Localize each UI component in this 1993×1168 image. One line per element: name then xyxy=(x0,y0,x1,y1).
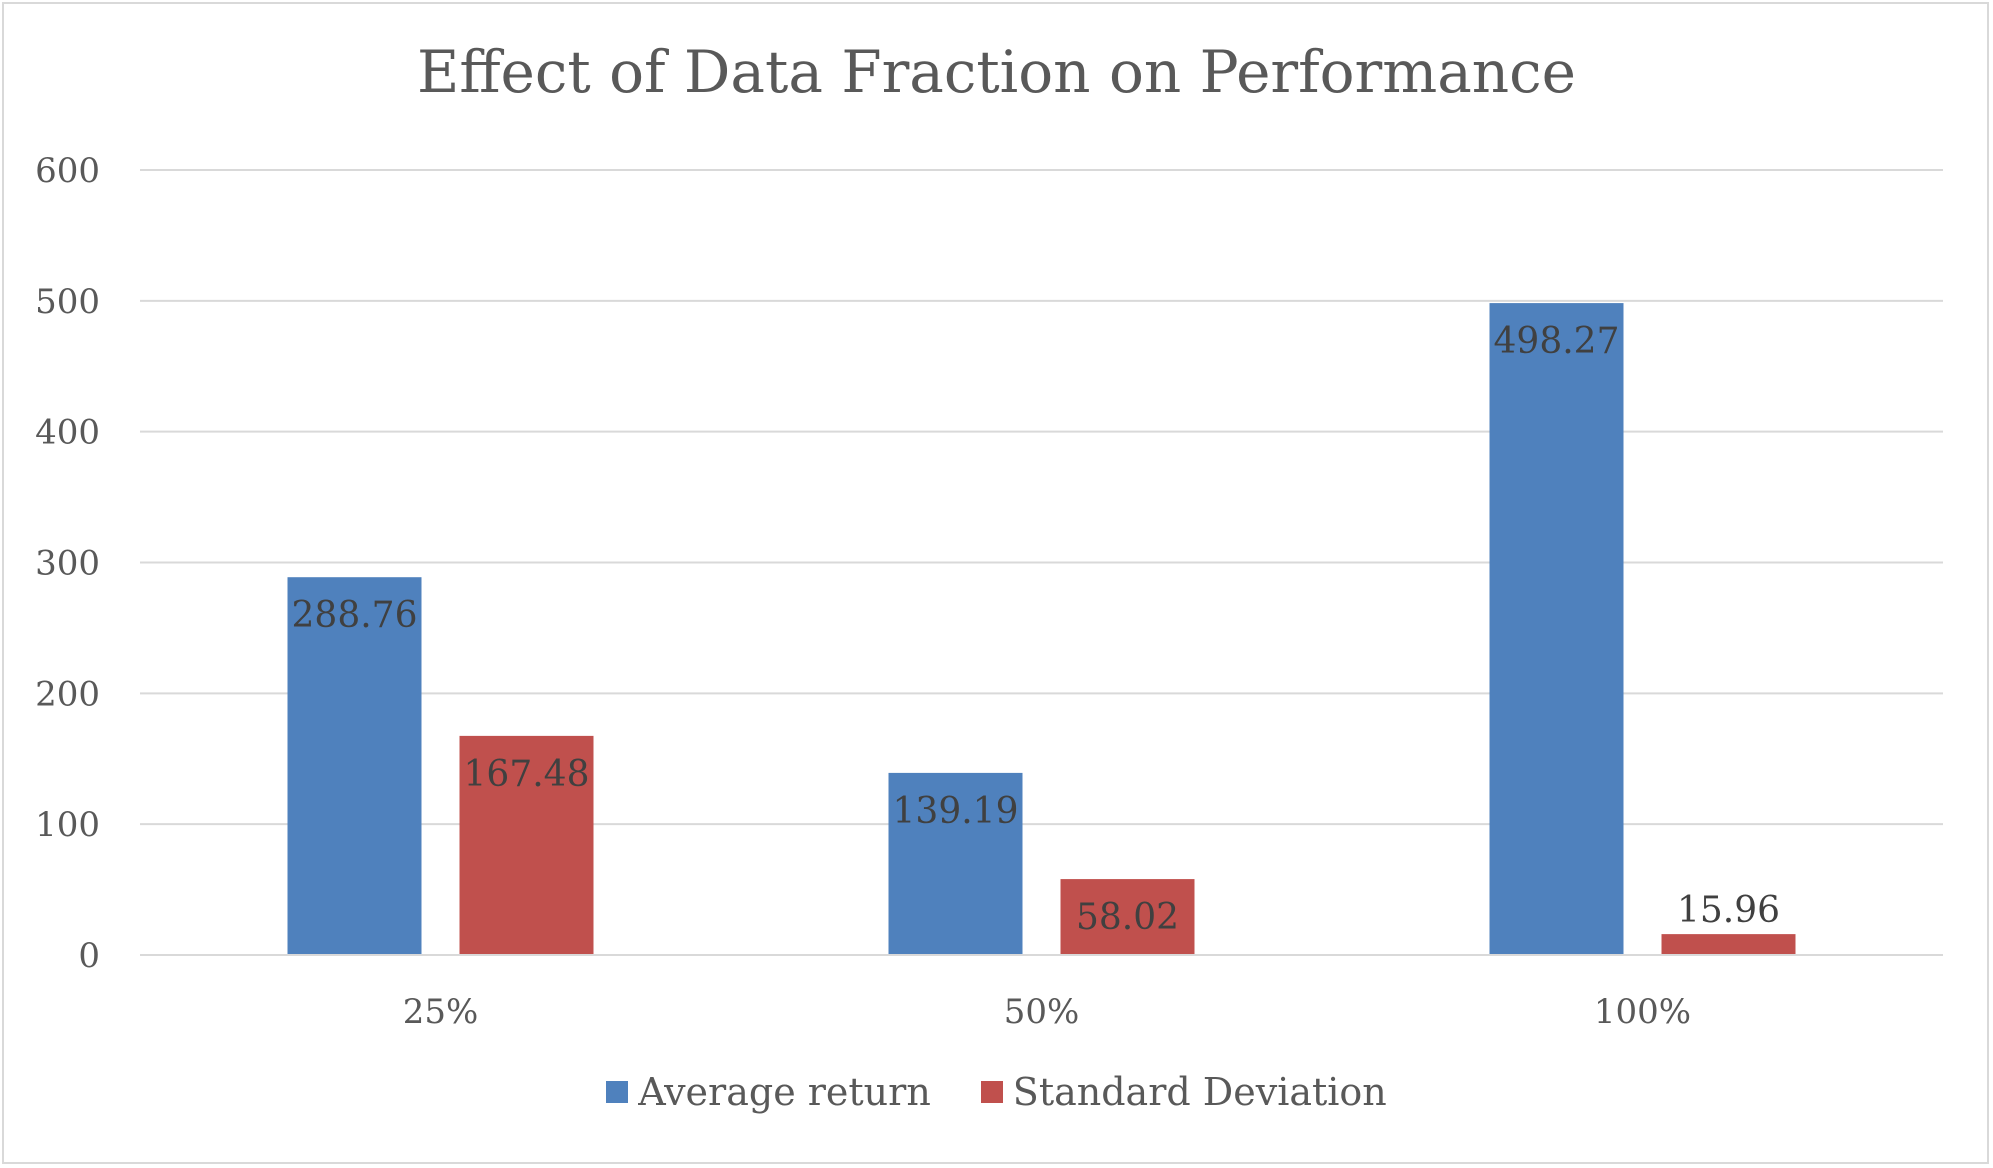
bar-standard-deviation-0 xyxy=(459,735,594,955)
data-label-average-return-2: 498.27 xyxy=(1494,321,1620,362)
data-label-standard-deviation-0: 167.48 xyxy=(464,754,590,795)
bar-standard-deviation-2 xyxy=(1661,934,1796,955)
legend-item-standard-deviation: Standard Deviation xyxy=(980,1070,1387,1114)
y-tick-label-300: 300 xyxy=(35,544,100,584)
chart-title: Effect of Data Fraction on Performance xyxy=(417,38,1576,106)
legend-label-average-return: Average return xyxy=(638,1070,931,1114)
data-label-standard-deviation-1: 58.02 xyxy=(1076,897,1179,938)
y-tick-label-400: 400 xyxy=(35,413,100,453)
x-tick-label-2: 100% xyxy=(1594,992,1691,1032)
data-label-standard-deviation-2: 15.96 xyxy=(1677,890,1780,931)
legend-label-standard-deviation: Standard Deviation xyxy=(1012,1070,1387,1114)
y-tick-label-100: 100 xyxy=(35,805,100,845)
bar-average-return-2 xyxy=(1489,303,1624,955)
y-tick-label-200: 200 xyxy=(35,674,100,714)
legend-swatch-average-return xyxy=(606,1081,629,1103)
y-tick-label-500: 500 xyxy=(35,282,100,322)
legend-swatch-standard-deviation xyxy=(980,1081,1003,1103)
legend-item-average-return: Average return xyxy=(606,1070,931,1114)
bar-average-return-1 xyxy=(888,772,1023,955)
data-label-average-return-1: 139.19 xyxy=(893,791,1019,832)
legend: Average return Standard Deviation xyxy=(0,1070,1993,1114)
y-tick-label-600: 600 xyxy=(35,151,100,191)
x-tick-label-0: 25% xyxy=(403,992,479,1032)
bar-average-return-0 xyxy=(287,577,422,955)
y-tick-label-0: 0 xyxy=(78,936,100,976)
data-label-average-return-0: 288.76 xyxy=(292,595,418,636)
x-tick-label-1: 50% xyxy=(1004,992,1080,1032)
bar-standard-deviation-1 xyxy=(1060,879,1195,955)
